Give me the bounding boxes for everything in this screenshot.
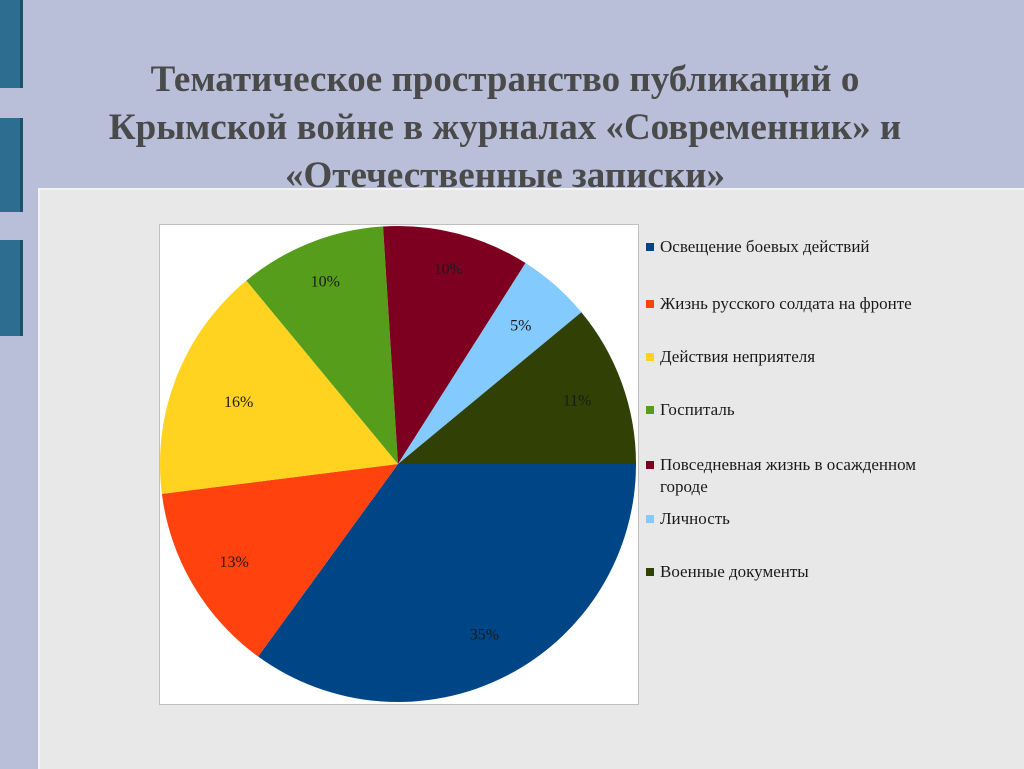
legend-item: Жизнь русского солдата на фронте: [646, 293, 960, 315]
legend-swatch: [646, 353, 654, 361]
legend-item: Госпиталь: [646, 399, 960, 421]
legend-label: Действия неприятеля: [660, 347, 816, 366]
legend-label: Госпиталь: [660, 400, 735, 419]
legend-swatch: [646, 406, 654, 414]
left-accent-bar-1: [0, 0, 23, 88]
legend-swatch: [646, 461, 654, 469]
pie-slice-6: [398, 263, 582, 464]
legend-item: Повседневная жизнь в осажденном городе: [646, 454, 960, 498]
pie-data-label-4: 10%: [311, 273, 340, 290]
pie-slice-4: [246, 226, 398, 464]
pie-data-label-5: 10%: [434, 261, 463, 278]
legend-item: Действия неприятеля: [646, 346, 960, 368]
legend-swatch: [646, 515, 654, 523]
legend-item: Военные документы: [646, 561, 960, 583]
left-accent-bar-3: [0, 240, 23, 336]
legend-label: Жизнь русского солдата на фронте: [660, 294, 912, 313]
legend-swatch: [646, 300, 654, 308]
pie-slice-7: [398, 312, 636, 464]
legend-label: Освещение боевых действий: [660, 237, 870, 256]
pie-data-label-1: 35%: [470, 627, 499, 644]
legend-label: Повседневная жизнь в осажденном городе: [660, 455, 917, 496]
legend-item: Освещение боевых действий: [646, 236, 960, 258]
pie-data-label-3: 16%: [224, 394, 253, 411]
pie-slice-5: [383, 226, 526, 464]
pie-slice-2: [161, 464, 398, 657]
pie-slice-1: [258, 464, 636, 702]
pie-slice-3: [159, 280, 398, 494]
legend-item: Личность: [646, 508, 960, 530]
legend-label: Личность: [660, 509, 730, 528]
pie-data-label-7: 11%: [563, 393, 592, 410]
legend-swatch: [646, 243, 654, 251]
pie-data-label-6: 5%: [510, 318, 531, 335]
left-accent-bar-2: [0, 118, 23, 212]
legend-label: Военные документы: [660, 562, 809, 581]
legend-swatch: [646, 568, 654, 576]
pie-data-label-2: 13%: [219, 554, 248, 571]
left-decoration: [0, 0, 26, 767]
